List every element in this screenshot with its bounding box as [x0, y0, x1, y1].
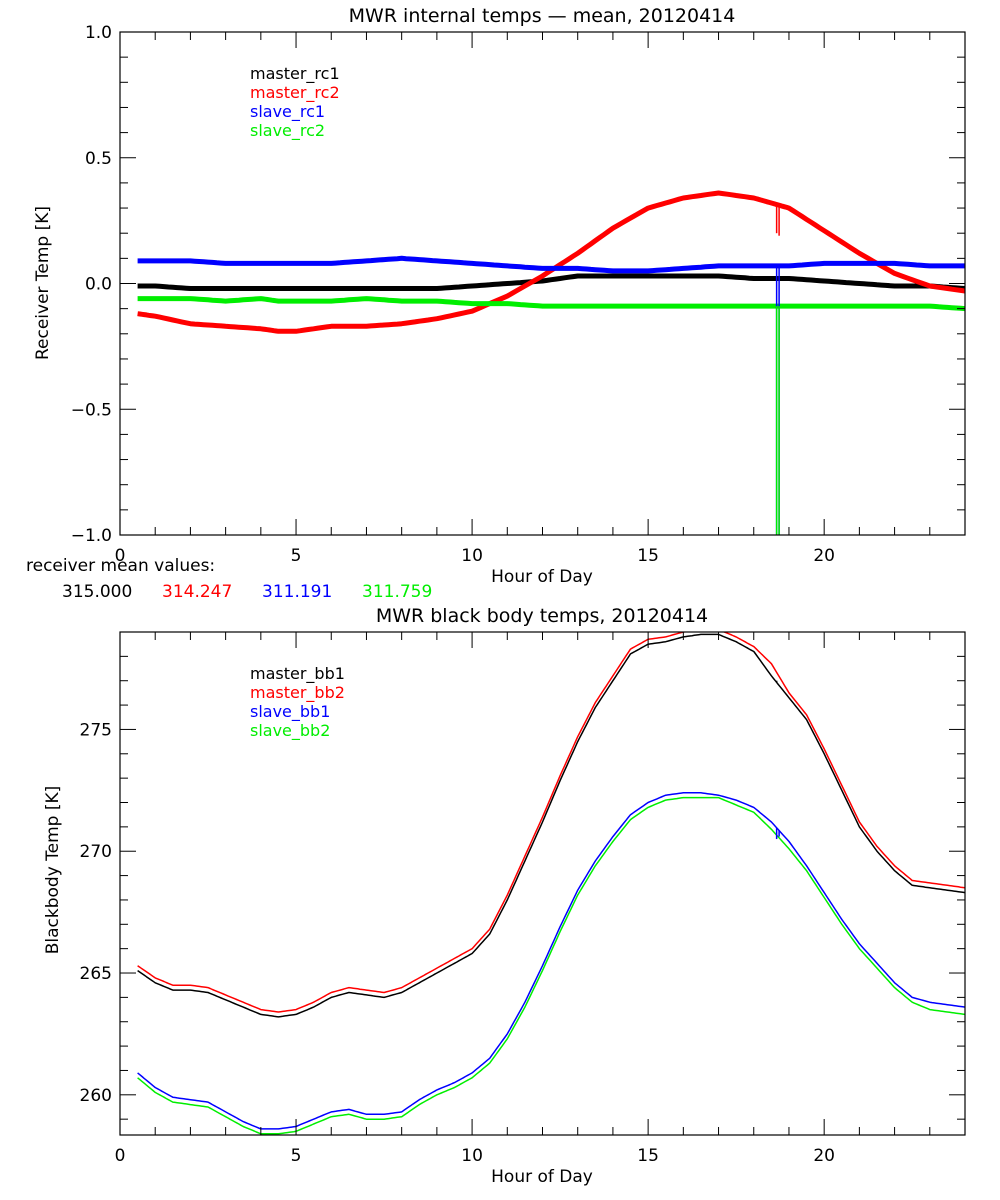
legend: master_rc1 master_rc2 slave_rc1 slave_rc…: [250, 64, 340, 141]
x-tick-label: 0: [115, 1146, 126, 1166]
y-tick-label: 1.0: [85, 23, 112, 43]
y-tick-label: 260: [80, 1086, 112, 1106]
x-tick-label: 0: [115, 546, 126, 566]
series-line-master-bb2: [137, 632, 965, 1013]
series-line-slave-bb2: [137, 796, 965, 1135]
y-tick-label: 0.0: [85, 275, 112, 295]
series-line-master-bb1: [137, 633, 965, 1018]
y-tick-label: 0.5: [85, 149, 112, 169]
receiver-mean-label: receiver mean values:: [26, 556, 215, 576]
plot-frame: [119, 631, 966, 1136]
series-line-master-rc2: [137, 190, 965, 334]
x-tick-label: 20: [813, 546, 835, 566]
blackbody-temp-chart: MWR black body temps, 20120414 0 5 10 15 20 2…: [43, 605, 966, 1187]
legend-entry: slave_bb1: [250, 702, 330, 722]
legend-entry: slave_bb2: [250, 721, 330, 741]
y-axis-label: Receiver Temp [K]: [33, 206, 53, 360]
x-tick-label: 20: [813, 1146, 835, 1166]
axes: 0 5 10 15 20 260 265 270 275: [80, 631, 966, 1166]
x-tick-label: 5: [291, 546, 302, 566]
axes: 0 5 10 15 20 −1.0 −0.5 0.0 0.5 1.0: [71, 23, 966, 566]
legend-entry: master_rc2: [250, 83, 340, 103]
legend-entry: slave_rc2: [250, 121, 325, 141]
x-axis-label: Hour of Day: [491, 1167, 593, 1187]
x-tick-label: 10: [461, 1146, 483, 1166]
mean-value-master-rc1: 315.000: [62, 582, 132, 602]
y-tick-label: 270: [80, 842, 112, 862]
series-layer: [137, 632, 965, 1135]
series-line-slave-bb1: [137, 792, 965, 1130]
chart-title: MWR black body temps, 20120414: [376, 605, 708, 627]
legend: master_bb1 master_bb2 slave_bb1 slave_bb…: [250, 664, 345, 741]
y-tick-label: 275: [80, 720, 112, 740]
mean-value-slave-rc2: 311.759: [362, 582, 432, 602]
chart-title: MWR internal temps — mean, 20120414: [349, 5, 736, 27]
receiver-mean-values: receiver mean values: 315.000 314.247 31…: [26, 556, 432, 602]
x-tick-label: 10: [461, 546, 483, 566]
receiver-temp-chart: MWR internal temps — mean, 20120414 0 5 10…: [26, 5, 966, 602]
y-tick-label: −1.0: [71, 526, 112, 546]
mean-value-slave-rc1: 311.191: [262, 582, 332, 602]
series-line-slave-rc1: [137, 255, 965, 274]
series-line-slave-rc2: [137, 296, 965, 312]
x-tick-label: 15: [637, 1146, 659, 1166]
legend-entry: master_bb2: [250, 683, 345, 703]
x-tick-label: 5: [291, 1146, 302, 1166]
mean-value-master-rc2: 314.247: [162, 582, 232, 602]
x-tick-label: 15: [637, 546, 659, 566]
y-tick-label: −0.5: [71, 400, 112, 420]
x-axis-label: Hour of Day: [491, 567, 593, 587]
legend-entry: slave_rc1: [250, 102, 325, 122]
y-tick-label: 265: [80, 964, 112, 984]
y-axis-label: Blackbody Temp [K]: [43, 786, 63, 955]
legend-entry: master_bb1: [250, 664, 345, 684]
series-line-master-rc1: [137, 273, 965, 291]
legend-entry: master_rc1: [250, 64, 340, 84]
series-layer: [137, 190, 965, 535]
